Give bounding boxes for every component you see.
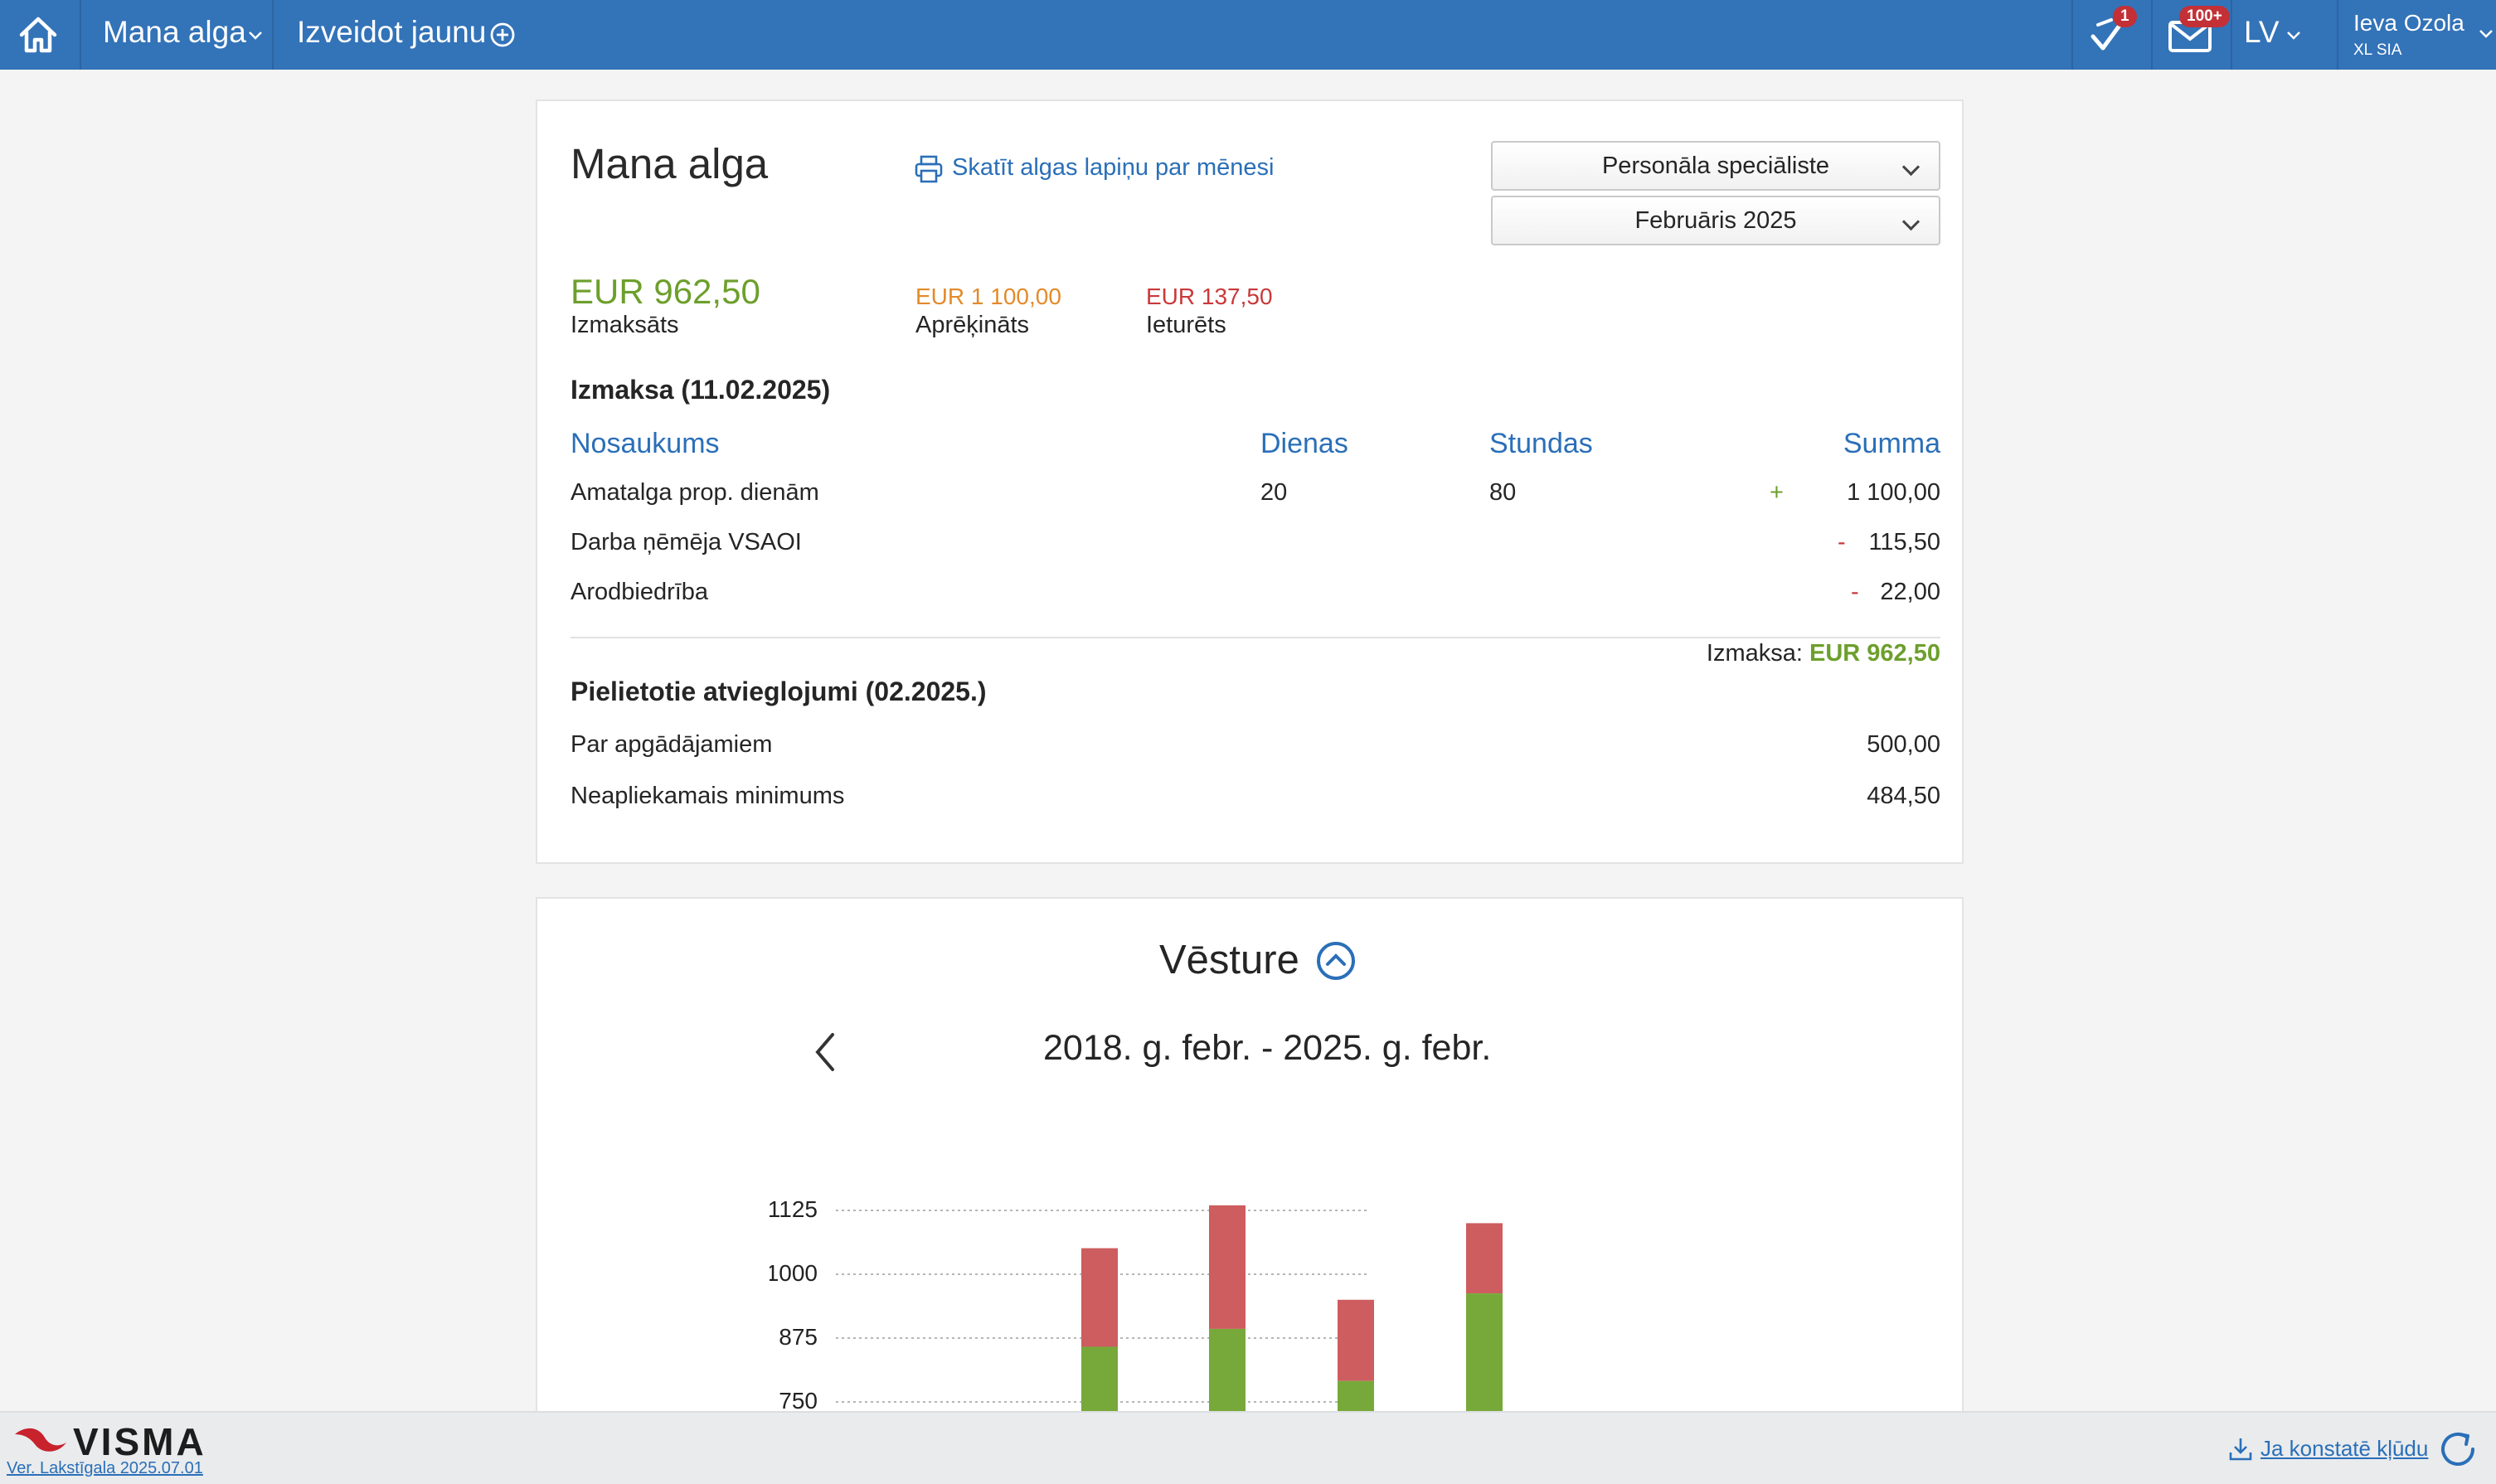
column-header-sum: Summa (1843, 428, 1940, 459)
chevron-down-icon (1901, 212, 1921, 231)
home-icon (19, 17, 57, 53)
home-button[interactable] (15, 12, 61, 58)
module-menu[interactable]: Mana alga (103, 0, 269, 70)
history-header: Vēsture (1159, 937, 1375, 987)
withheld-label: Ieturēts (1146, 312, 1226, 338)
footer: VISMA Ver. Lakstīgala 2025.07.01 Ja kons… (0, 1411, 2496, 1484)
separator (2071, 0, 2073, 70)
withheld-amount: EUR 137,50 (1146, 284, 1273, 309)
refresh-icon[interactable] (2435, 1426, 2481, 1472)
chevron-down-icon (2479, 30, 2493, 38)
messages-button[interactable]: 100+ (2156, 0, 2231, 70)
month-select[interactable]: Februāris 2025 (1491, 196, 1940, 245)
list-item: Par apgādājamiem 500,00 (571, 731, 1940, 773)
module-menu-label: Mana alga (103, 15, 246, 49)
printer-icon (915, 155, 943, 183)
user-menu[interactable]: Ieva Ozola XL SIA (2353, 0, 2496, 70)
relief-amount: 500,00 (1867, 731, 1940, 758)
tasks-button[interactable]: 1 (2076, 0, 2151, 70)
separator (2151, 0, 2153, 70)
create-new-menu[interactable]: Izveidot jaunu (297, 0, 521, 70)
company-name: XL SIA (2353, 41, 2402, 59)
payslip-link-label: Skatīt algas lapiņu par mēnesi (952, 154, 1275, 181)
table-row: Darba ņēmēja VSAOI - 115,50 (571, 529, 1940, 570)
row-sign: + (1770, 479, 1784, 506)
salary-card: Mana alga Skatīt algas lapiņu par mēnesi… (536, 99, 1964, 864)
payslip-link[interactable]: Skatīt algas lapiņu par mēnesi (914, 153, 1295, 186)
y-tick-label: 875 (779, 1324, 818, 1350)
table-row: Arodbiedrība - 22,00 (571, 579, 1940, 620)
y-tick-label: 750 (779, 1388, 818, 1414)
top-navigation-bar: Mana alga Izveidot jaunu 1 100+ LV Ieva … (0, 0, 2496, 70)
bar-paid (1466, 1293, 1503, 1429)
relief-amount: 484,50 (1867, 783, 1940, 809)
month-select-value: Februāris 2025 (1634, 207, 1797, 234)
row-sign: - (1838, 529, 1846, 555)
separator (272, 0, 274, 70)
relief-name: Par apgādājamiem (571, 731, 773, 758)
position-select-value: Personāla speciāliste (1601, 153, 1830, 179)
download-icon (2229, 1438, 2252, 1461)
payment-total-amount: EUR 962,50 (1809, 640, 1940, 667)
version-link[interactable]: Ver. Lakstīgala 2025.07.01 (7, 1459, 203, 1477)
separator (2337, 0, 2338, 70)
plus-circle-icon (490, 22, 515, 47)
reliefs-section-title: Pielietotie atvieglojumi (02.2025.) (571, 677, 987, 706)
y-tick-label: 1000 (770, 1260, 818, 1286)
chevron-down-icon (2287, 32, 2300, 40)
language-label: LV (2244, 15, 2280, 49)
history-title: Vēsture (1159, 938, 1299, 982)
chevron-down-icon (249, 32, 262, 40)
messages-badge: 100+ (2179, 6, 2230, 27)
row-sign: - (1851, 579, 1859, 605)
user-name: Ieva Ozola (2353, 10, 2464, 36)
position-select[interactable]: Personāla speciāliste (1491, 141, 1940, 191)
column-header-days: Dienas (1260, 428, 1348, 459)
report-error-label: Ja konstatē kļūdu (2260, 1436, 2429, 1461)
chevron-down-icon (1901, 158, 1921, 177)
table-row: Amatalga prop. dienām 20 80 + 1 100,00 (571, 479, 1940, 521)
separator (2231, 0, 2232, 70)
row-amount: 1 100,00 (1847, 479, 1940, 506)
page-title: Mana alga (571, 140, 769, 187)
relief-name: Neapliekamais minimums (571, 783, 845, 809)
payment-total-label: Izmaksa: (1706, 640, 1803, 667)
paid-amount: EUR 962,50 (571, 272, 760, 311)
calculated-amount: EUR 1 100,00 (915, 284, 1061, 309)
tasks-badge: 1 (2113, 6, 2137, 27)
chevron-up-circle-icon[interactable] (1315, 940, 1357, 982)
row-hours: 80 (1489, 479, 1517, 506)
row-name: Amatalga prop. dienām (571, 479, 819, 506)
column-header-name: Nosaukums (571, 428, 720, 459)
payment-section-title: Izmaksa (11.02.2025) (571, 375, 831, 405)
bar-withheld (1338, 1299, 1374, 1381)
separator (80, 0, 81, 70)
payment-total: Izmaksa: EUR 962,50 (1450, 640, 1940, 667)
create-new-label: Izveidot jaunu (297, 15, 487, 49)
bar-withheld (1081, 1248, 1118, 1347)
bar-withheld (1209, 1205, 1246, 1329)
divider (571, 637, 1940, 638)
bar-withheld (1466, 1223, 1503, 1294)
history-card: Vēsture 2018. g. febr. - 2025. g. febr. … (536, 897, 1964, 1429)
row-name: Darba ņēmēja VSAOI (571, 529, 802, 555)
visma-swoosh-icon (15, 1428, 66, 1452)
row-days: 20 (1260, 479, 1288, 506)
previous-period-button[interactable] (809, 1030, 843, 1074)
brand-name: VISMA (73, 1420, 206, 1463)
paid-label: Izmaksāts (571, 312, 679, 338)
check-clipboard-icon (2091, 18, 2124, 51)
visma-logo: VISMA (13, 1419, 204, 1463)
y-tick-label: 1125 (770, 1196, 818, 1222)
row-amount: 22,00 (1880, 579, 1940, 605)
report-error-link[interactable]: Ja konstatē kļūdu (2227, 1433, 2429, 1466)
column-header-hours: Stundas (1489, 428, 1593, 459)
calculated-label: Aprēķināts (915, 312, 1030, 338)
history-period: 2018. g. febr. - 2025. g. febr. (1043, 1028, 1492, 1068)
row-amount: 115,50 (1868, 529, 1940, 555)
row-name: Arodbiedrība (571, 579, 709, 605)
list-item: Neapliekamais minimums 484,50 (571, 783, 1940, 824)
language-selector[interactable]: LV (2244, 0, 2327, 70)
history-chart: 62575087510001125 (770, 1196, 1503, 1429)
